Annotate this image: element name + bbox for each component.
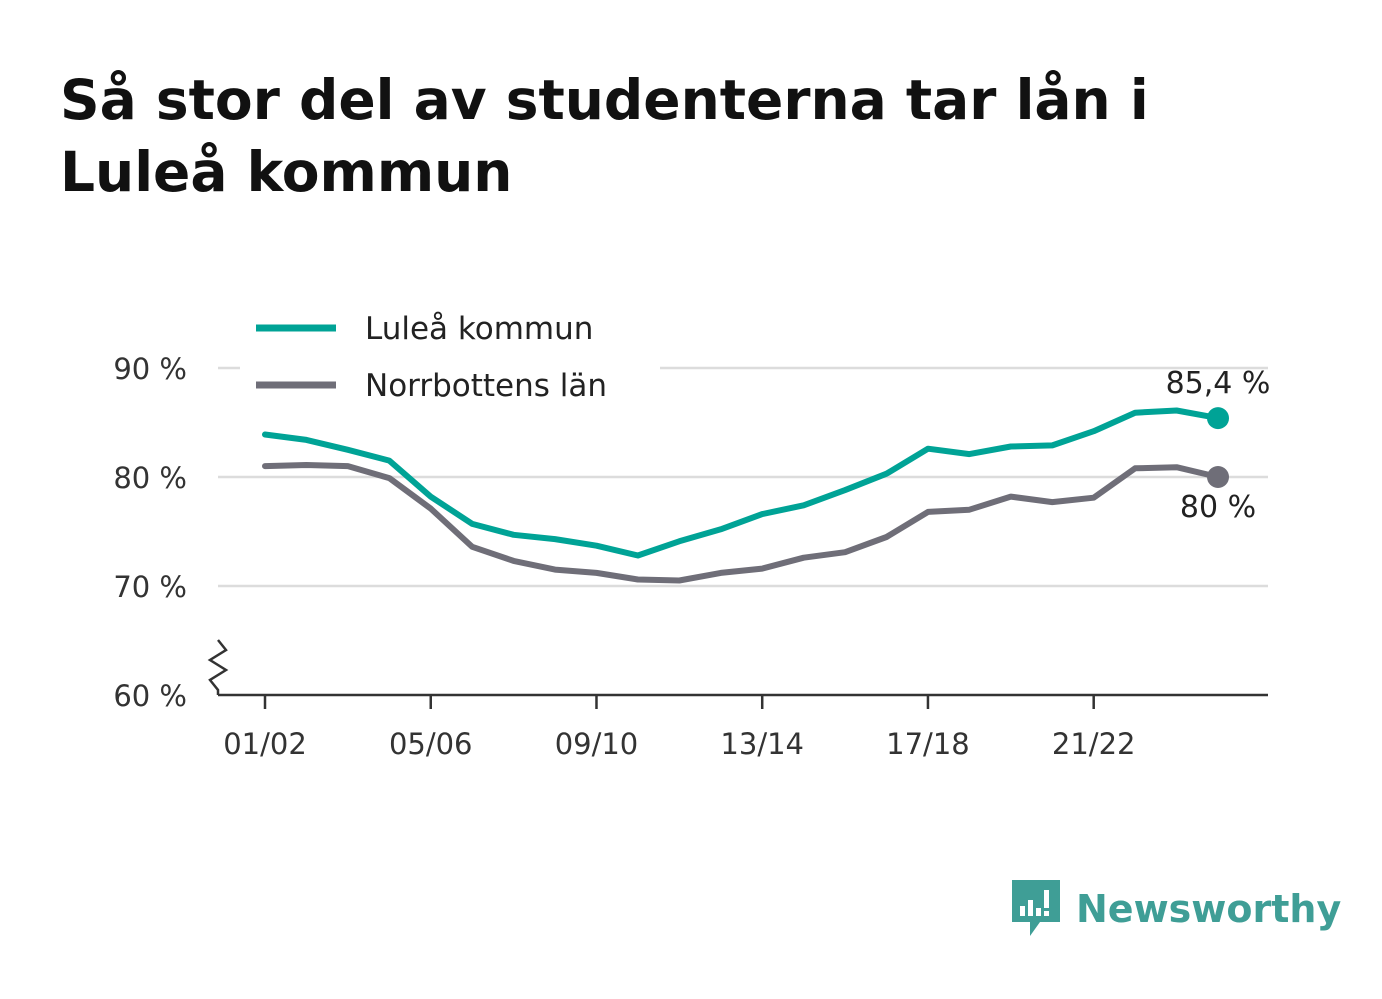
legend-background: [240, 300, 660, 418]
end-point-1: [1207, 466, 1229, 488]
end-point-0: [1207, 407, 1229, 430]
y-axis: 60 % 70 % 80 % 90 %: [113, 352, 229, 713]
y-tick-label: 90 %: [113, 352, 187, 386]
x-tick-label: 21/22: [1052, 727, 1136, 761]
axis-break-icon: [207, 639, 229, 695]
x-tick-label: 17/18: [886, 727, 970, 761]
y-tick-label: 80 %: [113, 461, 187, 495]
newsworthy-logo-icon: [1012, 880, 1060, 936]
x-tick-label: 01/02: [223, 727, 307, 761]
legend-label: Norrbottens län: [365, 368, 607, 404]
brand: Newsworthy: [1010, 878, 1341, 940]
series-line-1: [262, 462, 1221, 584]
y-tick-label: 60 %: [113, 679, 187, 713]
x-axis: 01/02 05/06 09/10 13/14 17/18 21/22: [218, 693, 1268, 761]
x-tick-label: 05/06: [389, 727, 473, 761]
series-line-0: [262, 407, 1221, 559]
legend-label: Luleå kommun: [365, 311, 593, 347]
end-labels: 85,4 % 80 %: [1166, 366, 1271, 525]
x-tick-label: 13/14: [720, 727, 804, 761]
x-tick-label: 09/10: [555, 727, 639, 761]
chart-title: Så stor del av studenterna tar lån i Lul…: [60, 68, 1149, 204]
end-label-lulea: 85,4 %: [1166, 366, 1271, 401]
end-label-norrbotten: 80 %: [1180, 490, 1256, 525]
legend: Luleå kommun Norrbottens län: [240, 300, 660, 418]
y-tick-label: 70 %: [113, 570, 187, 604]
brand-name: Newsworthy: [1076, 887, 1342, 931]
series-group: [262, 407, 1229, 584]
